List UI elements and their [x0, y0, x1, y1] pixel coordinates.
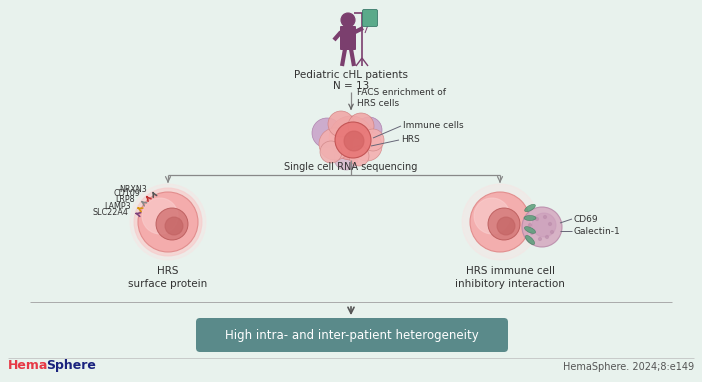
- Text: SLC22A4: SLC22A4: [93, 208, 128, 217]
- Text: FACS enrichment of
HRS cells: FACS enrichment of HRS cells: [357, 87, 446, 108]
- Circle shape: [470, 192, 530, 252]
- Text: Immune cells: Immune cells: [403, 121, 463, 131]
- Circle shape: [474, 198, 510, 234]
- Ellipse shape: [524, 204, 536, 212]
- Ellipse shape: [524, 227, 536, 233]
- Circle shape: [529, 223, 531, 227]
- Text: Single cell RNA sequencing: Single cell RNA sequencing: [284, 162, 418, 172]
- Text: N = 13: N = 13: [333, 81, 369, 91]
- Circle shape: [334, 146, 358, 170]
- Circle shape: [319, 128, 351, 160]
- Circle shape: [352, 131, 382, 161]
- FancyBboxPatch shape: [196, 318, 508, 352]
- Circle shape: [312, 118, 342, 148]
- FancyBboxPatch shape: [340, 26, 356, 50]
- Ellipse shape: [525, 235, 535, 244]
- FancyBboxPatch shape: [362, 10, 378, 26]
- Circle shape: [545, 235, 548, 238]
- Circle shape: [344, 131, 364, 151]
- Circle shape: [329, 116, 373, 160]
- Circle shape: [462, 184, 538, 260]
- Circle shape: [356, 117, 382, 143]
- Circle shape: [536, 217, 538, 220]
- Circle shape: [156, 208, 188, 240]
- Text: NRXN3: NRXN3: [119, 185, 147, 194]
- Circle shape: [362, 129, 384, 151]
- Circle shape: [130, 184, 206, 260]
- Circle shape: [349, 146, 369, 166]
- Circle shape: [488, 208, 520, 240]
- Circle shape: [165, 217, 183, 235]
- Ellipse shape: [524, 215, 536, 220]
- Text: HRS
surface protein: HRS surface protein: [128, 266, 208, 289]
- Text: Sphere: Sphere: [46, 359, 96, 372]
- Circle shape: [548, 222, 552, 225]
- Text: HRS: HRS: [401, 136, 420, 144]
- Text: HemaSphere. 2024;8:e149: HemaSphere. 2024;8:e149: [563, 362, 694, 372]
- Circle shape: [543, 215, 546, 219]
- Text: CD69: CD69: [574, 215, 599, 223]
- Text: Galectin-1: Galectin-1: [574, 227, 621, 235]
- Text: LRP8: LRP8: [115, 195, 135, 204]
- Circle shape: [531, 231, 534, 235]
- Circle shape: [134, 188, 202, 256]
- Circle shape: [348, 113, 374, 139]
- Circle shape: [328, 111, 354, 137]
- Text: Hema: Hema: [8, 359, 48, 372]
- Text: HRS immune cell
inhibitory interaction: HRS immune cell inhibitory interaction: [455, 266, 565, 289]
- Circle shape: [142, 198, 178, 234]
- Circle shape: [522, 207, 562, 247]
- Text: Pediatric cHL patients: Pediatric cHL patients: [294, 70, 408, 80]
- Circle shape: [538, 238, 541, 241]
- Circle shape: [335, 122, 371, 158]
- Text: High intra- and inter-patient heterogeneity: High intra- and inter-patient heterogene…: [225, 329, 479, 342]
- Circle shape: [341, 13, 355, 27]
- Text: LAMP3: LAMP3: [104, 202, 131, 211]
- Circle shape: [320, 141, 342, 163]
- Circle shape: [497, 217, 515, 235]
- Circle shape: [550, 230, 553, 233]
- Text: CD109: CD109: [113, 189, 140, 198]
- Circle shape: [138, 192, 198, 252]
- Circle shape: [532, 213, 556, 237]
